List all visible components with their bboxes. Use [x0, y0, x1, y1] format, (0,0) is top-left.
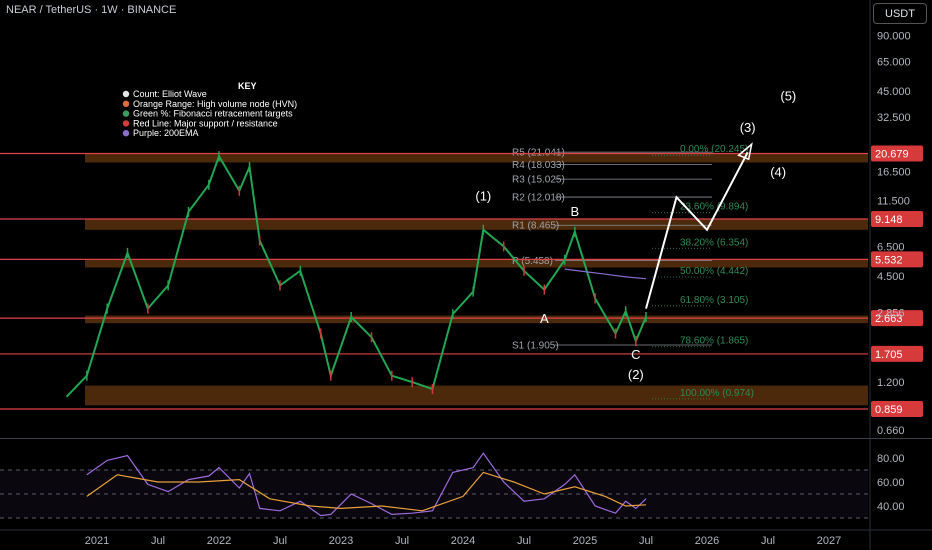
fib-label: 0.00% (20.245) — [680, 144, 748, 155]
x-tick-label: Jul — [639, 535, 653, 547]
projection-path — [645, 151, 749, 309]
level-tag: 20.679 — [875, 148, 909, 160]
key-item-label: Red Line: Major support / resistance — [133, 118, 278, 128]
y-tick-label: 4.500 — [877, 271, 905, 283]
rsi-line — [86, 452, 647, 517]
wave-label: (4) — [770, 165, 786, 180]
hvn-zones — [85, 153, 868, 406]
pivot-and-fib-lines: R5 (21.041)R4 (18.033)R3 (15.025)R2 (12.… — [512, 144, 754, 400]
level-tag-bg — [871, 251, 923, 268]
fib-label: 61.80% (3.105) — [680, 295, 748, 306]
y-tick-label: 6.500 — [877, 241, 905, 253]
wave-label: (1) — [475, 189, 491, 204]
fib-label: 23.60% (9.894) — [680, 202, 748, 213]
x-tick-label: Jul — [761, 535, 775, 547]
wave-label: (2) — [628, 367, 644, 382]
wave-label: B — [570, 204, 579, 219]
key-swatch — [122, 100, 130, 108]
support-resistance-lines — [0, 152, 868, 410]
key-swatch — [122, 110, 130, 117]
fib-label: 50.00% (4.442) — [680, 266, 748, 277]
fib-label: 38.20% (6.354) — [680, 237, 748, 248]
hvn-zone — [85, 219, 868, 230]
pivot-label: P (5.458) — [512, 256, 553, 267]
wave-label: (3) — [740, 120, 756, 135]
level-tag: 9.148 — [875, 214, 903, 226]
y-tick-label: 32.500 — [877, 112, 911, 124]
level-tag-bg — [871, 310, 923, 327]
level-tag-bg — [871, 345, 923, 362]
fib-label: 100.00% (0.974) — [680, 388, 754, 399]
pivot-label: S1 (1.905) — [512, 341, 559, 352]
pivot-label: R3 (15.025) — [512, 175, 565, 186]
fib-label: 78.60% (1.865) — [680, 336, 748, 347]
elliott-wave-labels: (1) A B C (2) (3) (4) (5) — [475, 88, 796, 381]
x-tick-label: 2026 — [695, 535, 719, 547]
x-tick-label: 2025 — [573, 535, 597, 547]
ema200-line — [564, 268, 647, 280]
rsi-y-tick-label: 40.00 — [877, 501, 905, 513]
key-swatch — [122, 130, 130, 137]
x-tick-label: Jul — [395, 535, 409, 547]
wave-label: A — [540, 311, 549, 326]
x-tick-label: Jul — [517, 535, 531, 547]
x-tick-label: 2024 — [451, 535, 475, 547]
y-tick-label: 0.660 — [877, 425, 905, 437]
price-series — [65, 142, 753, 398]
x-tick-label: 2027 — [817, 535, 841, 547]
level-tag: 1.705 — [875, 349, 903, 361]
key-item-label: Green %: Fibonacci retracement targets — [133, 109, 293, 119]
level-tag: 2.663 — [875, 313, 903, 325]
x-tick-label: 2022 — [207, 535, 231, 547]
y-tick-label: 65.000 — [877, 57, 911, 69]
price-line — [65, 153, 647, 398]
y-tick-label: 11.500 — [877, 196, 910, 208]
x-tick-label: Jul — [151, 535, 165, 547]
hvn-zone — [85, 385, 868, 406]
level-tag-bg — [871, 211, 923, 227]
rsi-panel: 80.00 60.00 40.00 — [0, 452, 905, 519]
y-tick-label: 16.500 — [877, 167, 911, 179]
x-tick-label: 2021 — [85, 535, 109, 547]
level-tag-bg — [871, 145, 923, 162]
pivot-label: R2 (12.018) — [512, 193, 565, 204]
y-tick-label: 2.856 — [877, 308, 905, 320]
chart-title: NEAR / TetherUS · 1W · BINANCE — [6, 4, 177, 16]
key-swatch — [122, 120, 130, 127]
y-tick-label: 1.200 — [877, 377, 905, 389]
rsi-ma-line — [86, 471, 647, 512]
wave-label: (5) — [780, 88, 796, 103]
rsi-y-tick-label: 60.00 — [877, 477, 905, 489]
x-tick-label: Jul — [273, 535, 287, 547]
hvn-zone — [85, 153, 868, 163]
key-item-label: Count: Elliot Wave — [133, 89, 207, 99]
level-tag-bg — [871, 401, 923, 417]
x-tick-label: 2023 — [329, 535, 353, 547]
pivot-label: R1 (8.465) — [512, 221, 559, 232]
key-swatch — [122, 90, 130, 98]
hvn-zone — [85, 259, 868, 268]
y-tick-label: 90.000 — [877, 30, 911, 42]
y-tick-label: 45.000 — [877, 86, 911, 98]
key-title: KEY — [238, 81, 257, 91]
level-tag: 0.859 — [875, 404, 903, 416]
level-tag: 5.532 — [875, 254, 903, 266]
hvn-zone — [85, 315, 868, 324]
key-item-label: Orange Range: High volume node (HVN) — [133, 99, 297, 109]
level-labels: 20.679 9.148 5.532 2.663 1.705 0.859 — [871, 145, 923, 417]
projection-arrowhead — [737, 142, 753, 161]
rsi-y-tick-label: 80.00 — [877, 453, 905, 465]
wave-label: C — [631, 347, 640, 362]
key-item-label: Purple: 200EMA — [133, 128, 199, 138]
currency-selector-button[interactable]: USDT — [873, 3, 927, 24]
pivot-label: R4 (18.033) — [512, 160, 565, 171]
